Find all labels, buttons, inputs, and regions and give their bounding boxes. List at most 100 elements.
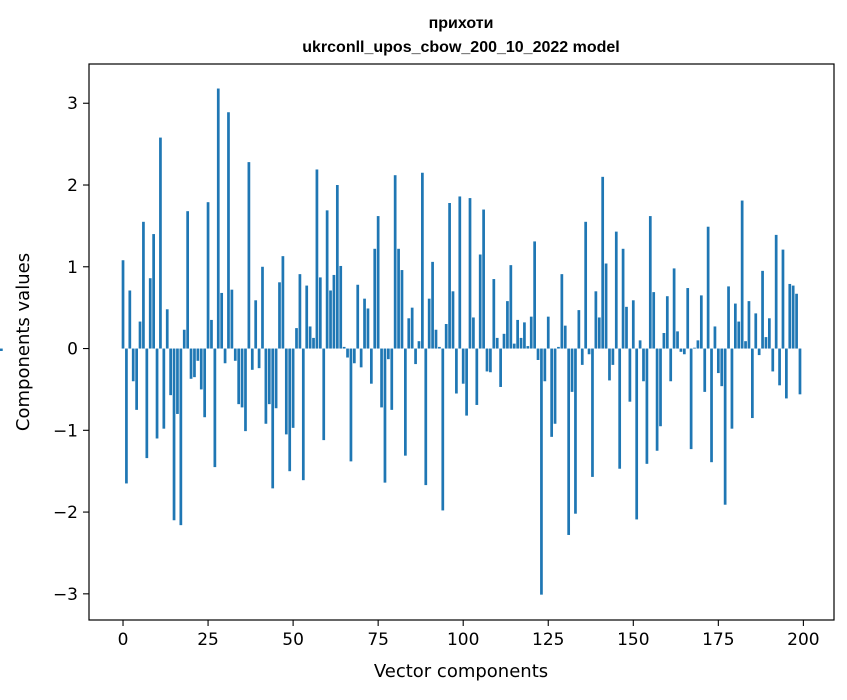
- x-axis-ticks: 0 25 50 75 100 125 150 175 200: [118, 620, 820, 650]
- x-tick-label: 0: [118, 630, 129, 650]
- bar-97: [451, 291, 455, 349]
- bar-24: [203, 348, 207, 418]
- bar-59: [322, 348, 326, 441]
- bar-45: [274, 348, 278, 409]
- bar-157: [655, 348, 659, 451]
- x-tick-label: 175: [702, 630, 734, 650]
- bar-0: [121, 260, 125, 349]
- bar-73: [369, 348, 373, 384]
- bar-150: [631, 300, 635, 349]
- bar-63: [335, 185, 339, 349]
- bar-13: [165, 309, 169, 349]
- bar-43: [267, 348, 271, 405]
- chart-title-line1: прихоти: [429, 15, 494, 32]
- bar-194: [781, 249, 785, 349]
- bar-151: [635, 348, 639, 520]
- y-axis-label: Components values: [13, 253, 34, 431]
- bar-162: [672, 268, 676, 349]
- bar-199: [798, 348, 802, 395]
- bar-28: [216, 88, 220, 349]
- x-tick-label: 200: [787, 630, 819, 650]
- bar-126: [550, 348, 554, 437]
- bar-53: [301, 348, 305, 481]
- bar-11: [159, 137, 162, 349]
- bar-164: [679, 348, 683, 352]
- bar-60: [325, 210, 329, 349]
- bar-132: [570, 348, 574, 392]
- bar-135: [580, 348, 584, 365]
- bar-149: [628, 348, 632, 402]
- bar-148: [625, 306, 628, 349]
- bar-197: [791, 285, 795, 349]
- bar-30: [223, 348, 227, 364]
- x-axis-label: Vector components: [374, 661, 548, 682]
- bar-187: [757, 348, 761, 356]
- bar-185: [751, 348, 754, 419]
- bar-37: [247, 162, 251, 349]
- bar-66: [346, 348, 349, 358]
- bar-155: [648, 216, 652, 349]
- bar-112: [502, 333, 506, 349]
- bar-36: [244, 348, 247, 432]
- bar-22: [196, 348, 200, 361]
- bar-165: [682, 348, 686, 355]
- y-tick-label: −2: [53, 503, 78, 523]
- bar-44: [271, 348, 275, 489]
- bar-141: [601, 176, 605, 349]
- y-tick-label: 2: [67, 176, 78, 196]
- bar-122: [536, 348, 540, 360]
- bar-38: [250, 348, 254, 370]
- bar-128: [557, 346, 560, 349]
- bar-39: [254, 300, 258, 349]
- bar-113: [506, 301, 509, 349]
- bar-181: [737, 321, 741, 349]
- bar-168: [693, 347, 696, 349]
- bar-176: [720, 348, 724, 387]
- bar-70: [359, 348, 363, 368]
- bar-121: [533, 241, 536, 349]
- bar-1: [125, 348, 128, 484]
- bar-3: [131, 348, 135, 382]
- y-tick-label: 0: [67, 340, 78, 360]
- bar-90: [427, 298, 431, 349]
- bar-52: [298, 274, 302, 349]
- bar-193: [778, 348, 781, 386]
- bar-78: [387, 348, 390, 360]
- bar-49: [288, 348, 292, 472]
- bar-33: [233, 348, 237, 361]
- bar-96: [448, 203, 451, 349]
- bar-198: [795, 293, 798, 349]
- bar-54: [305, 285, 309, 349]
- bar-124: [543, 348, 547, 382]
- bar-147: [621, 248, 625, 349]
- bar-134: [577, 310, 581, 349]
- bar-57: [315, 169, 319, 349]
- bar-41: [261, 266, 264, 349]
- bar-146: [618, 348, 622, 469]
- bar-114: [509, 265, 513, 349]
- bar-153: [642, 348, 645, 382]
- bar-47: [281, 256, 285, 349]
- bar-180: [733, 303, 737, 349]
- bar-174: [713, 326, 717, 349]
- chart-title-line2: ukrconll_upos_cbow_200_10_2022 model: [302, 39, 619, 56]
- bar-81: [397, 248, 400, 349]
- bar-140: [597, 317, 601, 349]
- bar-83: [404, 348, 407, 456]
- bar-119: [526, 346, 530, 349]
- bar-64: [339, 265, 343, 349]
- bar-40: [257, 348, 261, 369]
- bar-143: [608, 348, 611, 381]
- y-tick-label: 1: [67, 258, 78, 278]
- bar-84: [407, 318, 411, 349]
- bar-42: [264, 348, 268, 424]
- bar-75: [376, 216, 380, 349]
- bar-102: [468, 198, 472, 349]
- bar-169: [696, 340, 700, 349]
- bar-156: [652, 292, 656, 349]
- bar-129: [560, 274, 564, 349]
- bar-25: [206, 202, 210, 349]
- bar-186: [754, 313, 758, 349]
- bar-133: [574, 348, 577, 514]
- bar-86: [414, 348, 417, 365]
